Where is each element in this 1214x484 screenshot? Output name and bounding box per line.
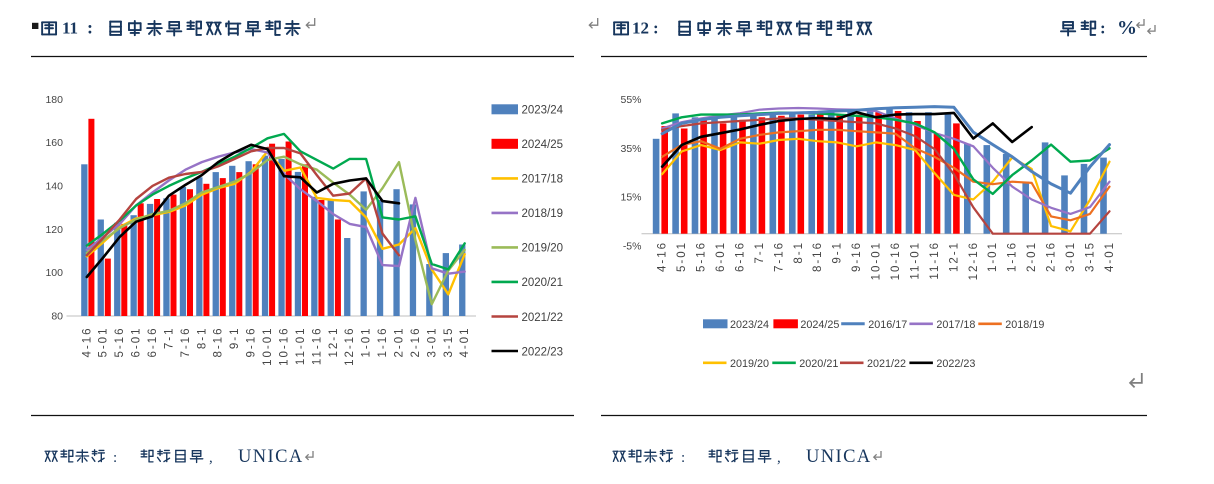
svg-text:7-16: 7-16 bbox=[773, 241, 785, 272]
svg-text:5-01: 5-01 bbox=[98, 327, 110, 358]
svg-text:2-16: 2-16 bbox=[1046, 241, 1058, 272]
svg-text:12-16: 12-16 bbox=[968, 241, 980, 280]
svg-text:11-01: 11-01 bbox=[910, 241, 922, 280]
svg-text:55%: 55% bbox=[620, 94, 641, 106]
svg-text:160: 160 bbox=[45, 137, 63, 149]
svg-text:1-01: 1-01 bbox=[987, 241, 999, 272]
svg-text:UNICA: UNICA bbox=[238, 447, 304, 467]
svg-text:12: 12 bbox=[632, 19, 649, 38]
svg-text:35%: 35% bbox=[620, 143, 641, 155]
svg-text:7-1: 7-1 bbox=[754, 241, 766, 264]
svg-text:5-16: 5-16 bbox=[696, 241, 708, 272]
svg-text:2017/18: 2017/18 bbox=[522, 174, 564, 186]
svg-text:6-01: 6-01 bbox=[715, 241, 727, 272]
svg-text:4-16: 4-16 bbox=[657, 241, 669, 272]
svg-text::: : bbox=[87, 18, 93, 38]
svg-text:9-1: 9-1 bbox=[832, 241, 844, 264]
svg-text::: : bbox=[1100, 19, 1106, 38]
svg-text::: : bbox=[653, 19, 659, 38]
svg-text:1-16: 1-16 bbox=[377, 327, 389, 358]
svg-text:2019/20: 2019/20 bbox=[730, 358, 769, 370]
svg-text:9-16: 9-16 bbox=[246, 327, 258, 358]
svg-text:2-01: 2-01 bbox=[1026, 241, 1038, 272]
svg-text:12-1: 12-1 bbox=[328, 327, 340, 358]
svg-text:11-16: 11-16 bbox=[929, 241, 941, 280]
svg-text:8-16: 8-16 bbox=[213, 327, 225, 358]
svg-text:2016/17: 2016/17 bbox=[868, 319, 907, 331]
svg-text::: : bbox=[681, 450, 685, 466]
svg-text:2022/23: 2022/23 bbox=[522, 346, 564, 358]
svg-text:8-1: 8-1 bbox=[793, 241, 805, 264]
svg-text:%: % bbox=[1117, 17, 1137, 39]
svg-text::: : bbox=[113, 450, 117, 466]
svg-text:6-01: 6-01 bbox=[131, 327, 143, 358]
svg-text:6-16: 6-16 bbox=[147, 327, 159, 358]
svg-text:1-01: 1-01 bbox=[361, 327, 373, 358]
svg-text:10-16: 10-16 bbox=[279, 327, 291, 366]
svg-text:3-01: 3-01 bbox=[1065, 241, 1077, 272]
svg-text:180: 180 bbox=[45, 94, 63, 106]
svg-text:10-01: 10-01 bbox=[871, 241, 883, 280]
svg-text:80: 80 bbox=[51, 311, 63, 323]
svg-text:11-16: 11-16 bbox=[311, 327, 323, 366]
svg-text:3-01: 3-01 bbox=[426, 327, 438, 358]
svg-text:100: 100 bbox=[45, 267, 63, 279]
svg-text:12-1: 12-1 bbox=[948, 241, 960, 272]
svg-text:10-01: 10-01 bbox=[262, 327, 274, 366]
svg-text:5-16: 5-16 bbox=[114, 327, 126, 358]
svg-text:4-16: 4-16 bbox=[81, 327, 93, 358]
svg-text:4-01: 4-01 bbox=[459, 327, 471, 358]
svg-text:2023/24: 2023/24 bbox=[730, 319, 769, 331]
svg-text:11: 11 bbox=[62, 19, 78, 38]
svg-text:10-16: 10-16 bbox=[890, 241, 902, 280]
svg-text:UNICA: UNICA bbox=[806, 447, 872, 467]
svg-text:2018/19: 2018/19 bbox=[1005, 319, 1044, 331]
svg-text:2019/20: 2019/20 bbox=[522, 243, 564, 255]
svg-text:2020/21: 2020/21 bbox=[799, 358, 838, 370]
svg-text:2020/21: 2020/21 bbox=[522, 277, 564, 289]
svg-text:6-16: 6-16 bbox=[734, 241, 746, 272]
svg-text:8-1: 8-1 bbox=[196, 327, 208, 350]
svg-text:11-01: 11-01 bbox=[295, 327, 307, 366]
svg-text:2023/24: 2023/24 bbox=[522, 105, 564, 117]
svg-text:8-16: 8-16 bbox=[812, 241, 824, 272]
svg-text:4-01: 4-01 bbox=[1104, 241, 1116, 272]
svg-text:,: , bbox=[209, 450, 213, 466]
svg-text:7-1: 7-1 bbox=[163, 327, 175, 350]
svg-text:2024/25: 2024/25 bbox=[800, 319, 839, 331]
svg-text:12-16: 12-16 bbox=[344, 327, 356, 366]
svg-text:9-1: 9-1 bbox=[229, 327, 241, 350]
svg-text:140: 140 bbox=[45, 180, 63, 192]
svg-text:-5%: -5% bbox=[623, 240, 642, 252]
svg-text:2-16: 2-16 bbox=[410, 327, 422, 358]
svg-text:5-01: 5-01 bbox=[676, 241, 688, 272]
svg-text:15%: 15% bbox=[620, 192, 641, 204]
svg-text:2022/23: 2022/23 bbox=[936, 358, 975, 370]
svg-text:1-16: 1-16 bbox=[1007, 241, 1019, 272]
svg-text:3-15: 3-15 bbox=[1085, 241, 1097, 272]
svg-text:2024/25: 2024/25 bbox=[522, 139, 564, 151]
svg-text:2-01: 2-01 bbox=[394, 327, 406, 358]
svg-text:3-15: 3-15 bbox=[443, 327, 455, 358]
svg-text:2018/19: 2018/19 bbox=[522, 208, 564, 220]
svg-text:2021/22: 2021/22 bbox=[522, 312, 564, 324]
svg-text:,: , bbox=[777, 450, 781, 466]
svg-text:2021/22: 2021/22 bbox=[867, 358, 906, 370]
svg-text:9-16: 9-16 bbox=[851, 241, 863, 272]
svg-text:120: 120 bbox=[45, 224, 63, 236]
svg-text:2017/18: 2017/18 bbox=[936, 319, 975, 331]
svg-text:7-16: 7-16 bbox=[180, 327, 192, 358]
